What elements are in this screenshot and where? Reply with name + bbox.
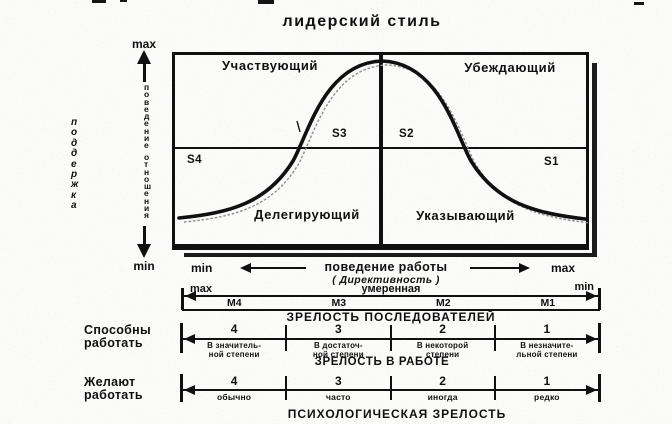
y-axis-arrow-shaft <box>143 226 146 244</box>
psych-scale-cell: иногда <box>391 393 495 402</box>
x-axis-left-arrow-shaft <box>250 267 306 269</box>
psych-scale-row-label: Желают работать <box>84 376 143 402</box>
psych-scale-num-3: 3 <box>335 374 342 388</box>
x-axis-max-label: max <box>551 261 576 275</box>
psych-maturity-caption: ПСИХОЛОГИЧЕСКАЯ ЗРЕЛОСТЬ <box>287 407 507 421</box>
psych-scale-cell: редко <box>495 393 599 402</box>
band-mid-label: умеренная <box>361 283 421 295</box>
y-axis-min-label: min <box>133 259 155 273</box>
arrow-down-icon <box>137 244 151 258</box>
row-label-line2: работать <box>84 336 143 350</box>
scan-artifact <box>258 0 274 4</box>
job-scale-num-4: 4 <box>230 322 238 336</box>
followers-maturity-band: max умеренная min M4 M3 M2 M1 <box>181 281 601 311</box>
job-scale-row-label: Способны работать <box>84 324 151 350</box>
support-axis-label: поддержка <box>71 117 79 212</box>
x-axis-min-label: min <box>191 261 213 275</box>
quadrant-code-s1: S1 <box>544 156 560 168</box>
arrow-right-icon <box>519 263 530 273</box>
quadrant-style-telling: Указывающий <box>416 208 515 223</box>
job-maturity-caption: ЗРЕЛОСТЬ В РАБОТЕ <box>314 356 450 368</box>
x-axis-label: поведение работы <box>324 260 448 274</box>
quadrant-style-participating: Участвующий <box>221 58 318 73</box>
curve-break-artifact <box>278 122 290 137</box>
quadrant-code-s3: S3 <box>332 128 348 140</box>
quadrant-style-delegating: Делегирующий <box>254 207 360 222</box>
maturity-levels-row: M4 M3 M2 M1 <box>182 297 600 309</box>
maturity-level-m4: M4 <box>226 297 242 309</box>
job-scale-num-2: 2 <box>439 322 446 336</box>
y-axis-arrow-shaft <box>143 62 146 82</box>
job-scale-num-1: 1 <box>543 322 551 336</box>
quadrant-style-selling: Убеждающий <box>464 60 556 75</box>
maturity-level-m2: M2 <box>435 297 451 309</box>
psych-scale-num-1: 1 <box>543 374 551 388</box>
cell-text: обычно <box>217 392 252 402</box>
maturity-level-m3: M3 <box>331 297 347 309</box>
scan-artifact <box>92 0 106 3</box>
cell-text: иногда <box>427 392 458 402</box>
psych-scale-num-4: 4 <box>230 374 238 388</box>
x-axis-right-arrow-shaft <box>470 267 520 269</box>
curve-echo-line <box>183 64 589 224</box>
curve-main-line <box>177 59 587 221</box>
page-title: лидерский стиль <box>282 13 442 30</box>
psych-scale-num-2: 2 <box>439 374 446 388</box>
job-scale-num-3: 3 <box>335 322 342 336</box>
scan-artifact <box>120 0 127 2</box>
y-axis-label-word2: отношения <box>144 152 152 221</box>
cell-text: редко <box>534 392 560 402</box>
row-label-line2: работать <box>84 388 143 402</box>
psych-scale-cell: часто <box>286 393 390 402</box>
quadrant-code-s4: S4 <box>187 154 203 166</box>
maturity-level-m1: M1 <box>540 297 556 309</box>
curve-tick-artifact <box>296 120 301 133</box>
y-axis-max-label: max <box>131 37 157 51</box>
quadrant-code-s2: S2 <box>399 128 415 140</box>
cell-text: часто <box>326 392 351 402</box>
psych-scale-cell: обычно <box>182 393 286 402</box>
scan-artifact <box>634 2 644 5</box>
y-axis-label-word1: поведение <box>144 82 150 151</box>
psych-scale-cell-labels: обычно часто иногда редко <box>182 393 599 402</box>
